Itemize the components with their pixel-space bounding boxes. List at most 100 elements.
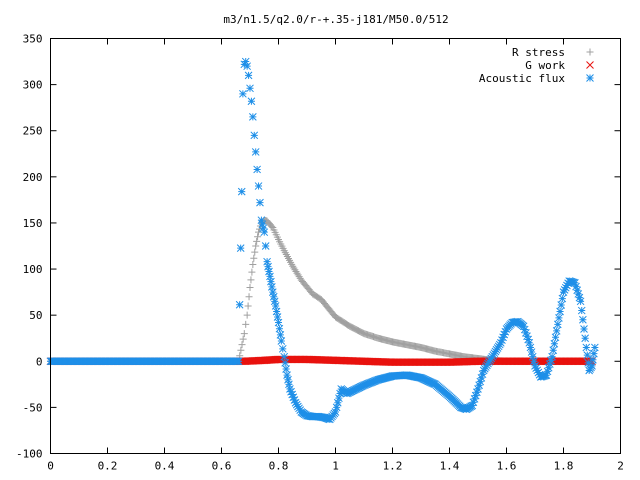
data-point [238, 341, 246, 349]
data-point [250, 254, 258, 262]
data-point [239, 335, 247, 343]
data-point [242, 320, 250, 328]
x-tick-label: 0.6 [212, 460, 232, 473]
data-point [283, 371, 291, 379]
x-tick-label: 0.4 [155, 460, 175, 473]
data-point [563, 281, 571, 290]
data-point [522, 329, 530, 337]
data-point [549, 346, 558, 355]
data-point [534, 368, 543, 377]
data-point [275, 324, 284, 333]
data-point [573, 286, 582, 295]
data-point [268, 222, 276, 230]
data-point [575, 293, 584, 302]
y-tick-label: 150 [23, 217, 43, 230]
y-tick-label: 200 [23, 171, 43, 184]
data-point [574, 290, 583, 298]
data-point [500, 330, 509, 339]
data-point [286, 385, 294, 393]
y-tick-label: 250 [23, 125, 43, 138]
data-point [583, 351, 592, 359]
data-point [331, 408, 340, 416]
data-point [246, 84, 254, 93]
data-point [277, 337, 286, 345]
data-point [284, 375, 292, 384]
data-point [251, 248, 259, 256]
data-point [252, 242, 260, 250]
data-point [285, 380, 293, 389]
data-point [268, 288, 277, 296]
data-point [496, 338, 505, 347]
axis-ticks: 0 0.2 0.4 0.6 0.8 1 1.2 1.4 1.6 1.8 2 -100 -50 0 50 100… [16, 33, 624, 473]
data-point [269, 292, 278, 301]
x-tick-label: 1.6 [497, 460, 517, 473]
data-point [499, 333, 507, 342]
y-tick-label: -100 [16, 448, 43, 461]
data-point [287, 387, 295, 396]
data-point [471, 391, 480, 400]
data-point [335, 394, 343, 403]
data-point [270, 297, 279, 306]
data-point [253, 165, 261, 174]
x-tick-label: 0.8 [269, 460, 289, 473]
data-point [244, 302, 252, 310]
data-point [332, 403, 341, 412]
data-point [267, 277, 275, 286]
data-point [468, 401, 477, 410]
data-point [473, 388, 481, 397]
data-point [519, 322, 528, 331]
data-point [579, 315, 587, 324]
x-tick-label: 2 [617, 460, 624, 473]
data-point [552, 326, 561, 335]
data-point [274, 318, 283, 327]
data-point [239, 89, 247, 98]
data-point [475, 381, 483, 390]
x-tick-label: 0.2 [98, 460, 118, 473]
data-point [249, 260, 257, 268]
legend-marker [586, 48, 594, 56]
x-tick-label: 1.8 [554, 460, 574, 473]
data-point [260, 228, 269, 237]
data-point [280, 352, 289, 361]
data-point [478, 370, 487, 379]
data-point [250, 131, 259, 140]
data-point [524, 335, 533, 344]
data-point [267, 283, 276, 291]
data-point [278, 344, 287, 353]
data-point [263, 257, 271, 266]
data-point [246, 284, 254, 291]
data-point [470, 395, 479, 403]
data-point [243, 311, 251, 319]
legend-marker [586, 61, 594, 69]
data-point [289, 393, 298, 402]
data-point [237, 346, 245, 354]
data-point [234, 357, 243, 366]
data-point [290, 396, 299, 404]
y-tick-label: 0 [36, 355, 43, 368]
data-point [526, 343, 535, 352]
data-point [476, 377, 485, 386]
data-point [333, 398, 342, 407]
y-tick-label: 350 [23, 33, 43, 46]
data-point [556, 307, 564, 316]
data-point [589, 355, 597, 364]
data-point [244, 71, 253, 80]
data-point [558, 294, 567, 303]
data-point [272, 307, 281, 316]
data-point [520, 325, 529, 334]
data-point [533, 366, 542, 375]
data-point [248, 268, 256, 276]
chart-marks [46, 57, 599, 424]
data-point [235, 300, 244, 309]
plot-frame [50, 38, 621, 454]
data-point [501, 327, 510, 336]
data-point [247, 276, 255, 284]
x-tick-label: 1.4 [440, 460, 460, 473]
data-point [245, 293, 253, 301]
x-tick-label: 0 [47, 460, 54, 473]
data-point [477, 374, 486, 382]
y-tick-label: 100 [23, 263, 43, 276]
data-point [474, 385, 482, 393]
data-point [544, 363, 553, 372]
